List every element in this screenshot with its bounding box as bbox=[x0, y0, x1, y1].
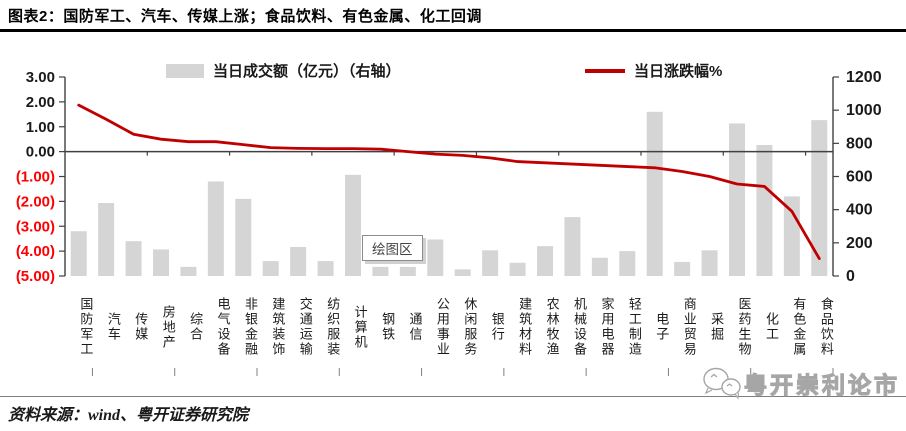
footer-divider bbox=[0, 396, 906, 397]
x-axis-label-公用事业: 公用事业 bbox=[434, 297, 450, 357]
x-axis-label-商业贸易: 商业贸易 bbox=[681, 297, 697, 357]
x-axis-label-医药生物: 医药生物 bbox=[736, 297, 752, 357]
x-axis-label-交通运输: 交通运输 bbox=[297, 297, 313, 357]
bar-家用电器 bbox=[591, 257, 608, 276]
combo-chart-plot: 3.00 2.00 1.00 0.00 (1.00) (2.00) (3.00) (4.00)… bbox=[16, 69, 882, 376]
left-axis-tick-label: (3.00) bbox=[16, 218, 55, 235]
bar-汽车 bbox=[98, 203, 115, 276]
bar-医药生物 bbox=[729, 123, 745, 276]
bar-农林牧渔 bbox=[537, 246, 553, 276]
x-axis-label-采掘: 采掘 bbox=[709, 312, 725, 342]
bar-商业贸易 bbox=[674, 261, 691, 276]
bar-传媒 bbox=[125, 241, 142, 276]
x-axis-label-汽车: 汽车 bbox=[105, 312, 121, 342]
bar-电气设备 bbox=[207, 181, 224, 276]
left-axis-tick-label: 0.00 bbox=[26, 144, 55, 161]
x-axis-label-农林牧渔: 农林牧渔 bbox=[544, 297, 560, 357]
left-axis-tick-label: 3.00 bbox=[26, 69, 55, 86]
bar-计算机 bbox=[345, 174, 361, 276]
x-axis-label-计算机: 计算机 bbox=[352, 304, 368, 350]
x-axis-labels: 国防军工 汽车 传媒 房地产 综合 电气设备 非银金融 建筑装饰 交通运输 纺织服装 计算机 钢铁 通信… bbox=[65, 283, 833, 371]
left-axis-tick-label: (4.00) bbox=[16, 243, 55, 260]
right-axis-tick-label: 400 bbox=[846, 202, 873, 219]
x-axis-label-电子: 电子 bbox=[654, 312, 670, 342]
plot-area-tooltip[interactable]: 绘图区 bbox=[362, 235, 423, 261]
x-axis-label-国防军工: 国防军工 bbox=[78, 297, 94, 357]
bar-公用事业 bbox=[427, 239, 444, 276]
left-axis-tick-label: (2.00) bbox=[16, 193, 55, 210]
left-axis-tick-label: 2.00 bbox=[26, 94, 55, 111]
bar-legend-swatch bbox=[166, 63, 204, 78]
line-legend-swatch bbox=[585, 68, 625, 73]
x-axis-label-家用电器: 家用电器 bbox=[599, 297, 615, 357]
x-axis-label-电气设备: 电气设备 bbox=[215, 297, 231, 357]
x-axis-label-休闲服务: 休闲服务 bbox=[462, 297, 478, 357]
x-axis-label-建筑材料: 建筑材料 bbox=[517, 297, 533, 357]
right-axis-tick-label: 1000 bbox=[846, 102, 882, 119]
title-divider bbox=[0, 29, 906, 32]
wechat-chat-bubbles-icon bbox=[703, 367, 741, 400]
x-axis-label-通信: 通信 bbox=[407, 312, 423, 342]
bar-非银金融 bbox=[235, 198, 252, 276]
right-axis-tick-label: 800 bbox=[846, 135, 873, 152]
data-source-note: 资料来源：wind、粤开证券研究院 bbox=[8, 407, 249, 424]
bar-建筑材料 bbox=[509, 262, 526, 276]
bar-有色金属 bbox=[783, 196, 800, 276]
left-axis-tick-label: (1.00) bbox=[16, 169, 55, 186]
x-axis-label-非银金融: 非银金融 bbox=[242, 297, 258, 357]
bar-建筑装饰 bbox=[262, 261, 279, 276]
x-axis-label-有色金属: 有色金属 bbox=[791, 297, 807, 357]
right-axis-tick-label: 600 bbox=[846, 169, 873, 186]
x-axis-label-纺织服装: 纺织服装 bbox=[325, 297, 341, 357]
x-axis-label-传媒: 传媒 bbox=[133, 312, 149, 342]
right-axis-tick-label: 200 bbox=[846, 235, 873, 252]
bar-国防军工 bbox=[70, 231, 87, 276]
x-axis-label-钢铁: 钢铁 bbox=[380, 312, 396, 342]
legend-item-change[interactable]: 当日涨跌幅% bbox=[585, 60, 722, 81]
x-axis-label-银行: 银行 bbox=[489, 312, 505, 342]
left-axis-tick-label: 1.00 bbox=[26, 119, 55, 136]
x-axis-label-综合: 综合 bbox=[188, 312, 204, 342]
bar-钢铁 bbox=[372, 266, 389, 276]
bar-电子 bbox=[646, 111, 663, 276]
bar-机械设备 bbox=[564, 217, 581, 276]
chart-title: 图表2：国防军工、汽车、传媒上涨；食品饮料、有色金属、化工回调 bbox=[8, 8, 482, 25]
daily-change-line bbox=[77, 103, 821, 260]
x-axis-label-化工: 化工 bbox=[763, 312, 779, 342]
line-legend-label: 当日涨跌幅% bbox=[634, 63, 723, 80]
right-axis-tick-label: 1200 bbox=[846, 69, 882, 86]
legend-item-volume[interactable]: 当日成交额（亿元）（右轴） bbox=[166, 60, 401, 81]
bar-轻工制造 bbox=[619, 251, 636, 276]
bar-休闲服务 bbox=[454, 269, 471, 276]
bar-legend-label: 当日成交额（亿元）（右轴） bbox=[213, 63, 401, 80]
bar-房地产 bbox=[153, 249, 169, 276]
bar-通信 bbox=[399, 266, 416, 276]
brand-watermark: 粤开崇利论市 bbox=[700, 366, 900, 400]
bar-银行 bbox=[482, 250, 499, 276]
x-axis-label-轻工制造: 轻工制造 bbox=[626, 297, 642, 357]
watermark-text: 粤开崇利论市 bbox=[743, 371, 900, 398]
bar-采掘 bbox=[701, 250, 718, 276]
bar-综合 bbox=[180, 266, 197, 276]
x-axis-label-房地产: 房地产 bbox=[160, 304, 176, 350]
bar-纺织服装 bbox=[317, 261, 334, 276]
bar-食品饮料 bbox=[811, 120, 828, 276]
bar-化工 bbox=[756, 144, 773, 276]
x-axis-label-机械设备: 机械设备 bbox=[572, 297, 588, 357]
x-axis-label-食品饮料: 食品饮料 bbox=[818, 297, 834, 357]
x-axis-label-建筑装饰: 建筑装饰 bbox=[270, 297, 286, 357]
bar-交通运输 bbox=[290, 246, 307, 276]
right-axis-tick-label: 0 bbox=[846, 268, 855, 285]
left-axis-tick-label: (5.00) bbox=[16, 268, 55, 285]
